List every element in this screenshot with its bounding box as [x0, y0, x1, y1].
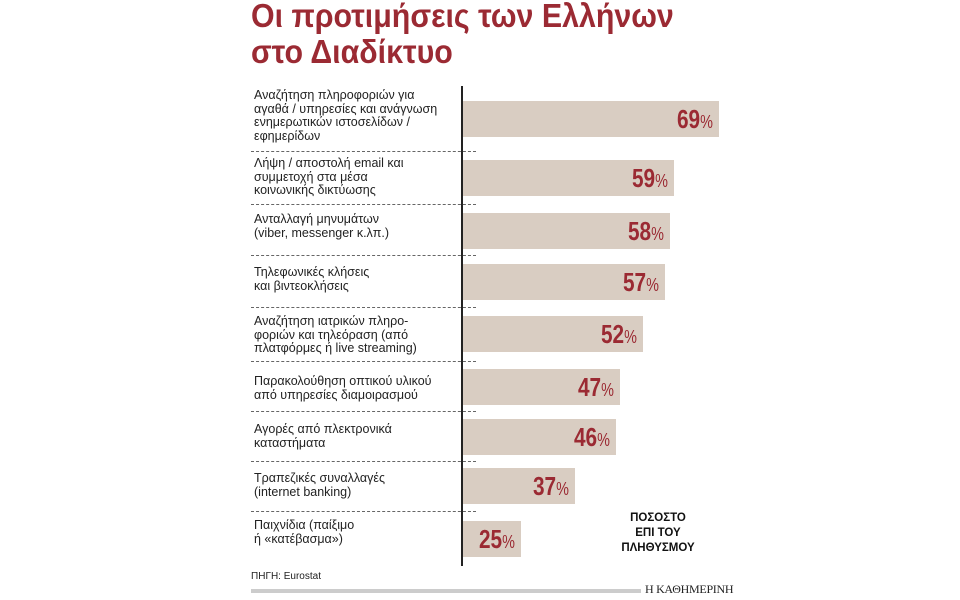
percent-suffix: %	[655, 171, 669, 191]
publisher-logo: Η ΚΑΘΗΜΕΡΙΝΗ	[645, 582, 734, 596]
percent-suffix: %	[502, 532, 516, 552]
data-value: 52	[600, 319, 624, 349]
percent-suffix: %	[601, 380, 615, 400]
source-note: ΠΗΓΗ: Eurostat	[251, 571, 321, 582]
data-value: 69	[676, 104, 701, 134]
bar: 57%	[463, 264, 666, 300]
bar: 59%	[463, 160, 675, 196]
category-label: Παρακολούθηση οπτικού υλικού από υπηρεσί…	[254, 374, 432, 402]
footer-rule	[251, 589, 641, 593]
percent-suffix: %	[646, 275, 660, 295]
row-separator	[251, 361, 476, 362]
bar: 47%	[463, 369, 621, 405]
data-label: 47%	[578, 373, 614, 404]
category-label: Παιχνίδια (παίξιμο ή «κατέβασμα»)	[254, 518, 355, 546]
category-label: Αναζήτηση ιατρικών πληρο- φοριών και τηλ…	[254, 314, 417, 355]
bar: 37%	[463, 468, 576, 504]
row-separator	[251, 151, 476, 152]
data-value: 37	[533, 471, 557, 501]
percent-suffix: %	[556, 479, 570, 499]
data-label: 57%	[623, 268, 659, 299]
bar: 58%	[463, 213, 670, 249]
row-separator	[251, 411, 476, 412]
data-value: 57	[623, 267, 647, 297]
data-value: 25	[479, 524, 503, 554]
row-separator	[251, 255, 476, 256]
category-label: Τραπεζικές συναλλαγές (internet banking)	[254, 471, 385, 499]
percent-suffix: %	[596, 430, 610, 450]
percent-suffix: %	[700, 112, 713, 132]
title-line-1: Οι προτιμήσεις των Ελλήνων	[251, 0, 674, 34]
row-separator	[251, 204, 476, 205]
bar: 25%	[463, 521, 522, 557]
chart-title: Οι προτιμήσεις των Ελλήνων στο Διαδίκτυο	[251, 0, 674, 70]
category-label: Ανταλλαγή μηνυμάτων (viber, messenger κ.…	[254, 212, 390, 240]
data-value: 47	[578, 372, 602, 402]
row-separator	[251, 461, 476, 462]
data-value: 59	[632, 163, 656, 193]
axis-line	[461, 86, 463, 566]
bar: 52%	[463, 316, 643, 352]
percent-suffix: %	[623, 327, 637, 347]
bar: 46%	[463, 419, 616, 455]
data-label: 59%	[632, 164, 668, 195]
data-value: 46	[573, 422, 597, 452]
data-label: 46%	[574, 423, 610, 454]
category-label: Λήψη / αποστολή email και συμμετοχή στα …	[254, 156, 404, 197]
unit-label: ΠΟΣΟΣΤΟ ΕΠΙ ΤΟΥ ΠΛΗΘΥΣΜΟΥ	[621, 512, 695, 554]
row-separator	[251, 511, 476, 512]
bar: 69%	[463, 101, 719, 137]
data-value: 58	[627, 216, 651, 246]
data-label: 25%	[479, 525, 515, 556]
data-label: 69%	[677, 105, 713, 136]
data-label: 58%	[628, 217, 664, 248]
data-label: 37%	[533, 472, 569, 503]
title-line-2: στο Διαδίκτυο	[251, 33, 453, 70]
percent-suffix: %	[650, 224, 664, 244]
category-label: Αγορές από πλεκτρονικά καταστήματα	[254, 422, 392, 450]
category-label: Τηλεφωνικές κλήσεις και βιντεοκλήσεις	[254, 265, 370, 293]
data-label: 52%	[601, 320, 637, 351]
category-label: Αναζήτηση πληροφοριών για αγαθά / υπηρεσ…	[254, 88, 438, 143]
row-separator	[251, 307, 476, 308]
